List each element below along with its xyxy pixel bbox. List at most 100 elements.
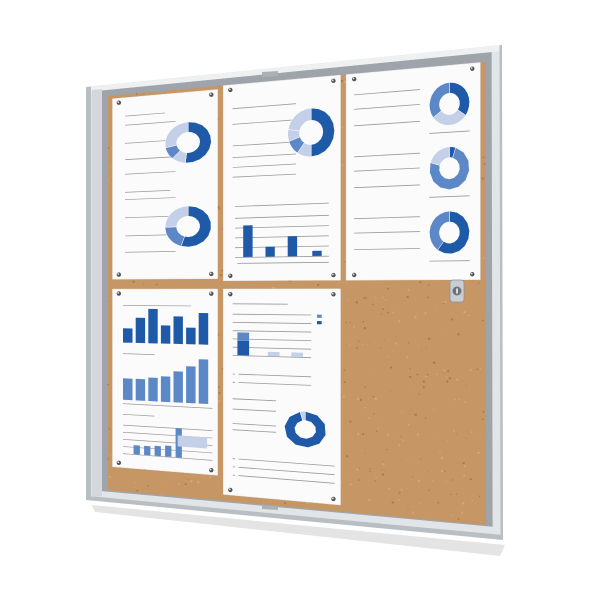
cork-grain xyxy=(425,368,427,370)
cork-grain xyxy=(447,370,450,373)
cork-grain xyxy=(345,322,347,324)
cork-grain xyxy=(420,458,422,460)
cork-grain xyxy=(482,256,485,259)
cork-grain xyxy=(436,373,438,376)
text-line xyxy=(232,153,296,158)
text-line xyxy=(125,234,176,237)
cork-grain xyxy=(110,180,112,182)
cork-grain xyxy=(272,286,275,289)
cork-grain xyxy=(481,177,484,180)
cork-grain xyxy=(187,479,189,481)
cork-grain xyxy=(426,373,429,376)
heading-line xyxy=(123,414,155,417)
cork-grain xyxy=(359,398,362,401)
cork-grain xyxy=(347,299,349,302)
gridline xyxy=(235,225,329,229)
cork-grain xyxy=(218,386,220,388)
cork-grain xyxy=(453,398,456,401)
cork-grain xyxy=(392,350,394,352)
cork-grain xyxy=(160,492,163,494)
cork-grain xyxy=(362,297,365,299)
cork-grain xyxy=(429,310,431,311)
cork-grain xyxy=(412,506,414,508)
donut-segment xyxy=(287,107,312,132)
cork-grain xyxy=(457,518,460,521)
cork-grain xyxy=(136,489,139,492)
cork-grain xyxy=(398,499,401,501)
text-line xyxy=(238,475,335,484)
bullet xyxy=(232,474,235,476)
cork-grain xyxy=(476,283,478,285)
text-line xyxy=(354,89,420,96)
donut-segment xyxy=(429,210,450,251)
cork-grain xyxy=(393,436,395,438)
cork-grain xyxy=(376,417,377,419)
text-line xyxy=(125,121,176,126)
text-line xyxy=(232,429,276,433)
cork-grain xyxy=(132,280,135,283)
cork-grain xyxy=(372,395,375,398)
floor-shadow xyxy=(92,505,505,556)
cork-grain xyxy=(190,480,193,483)
cork-grain xyxy=(448,377,452,380)
text-line xyxy=(354,248,420,250)
bar xyxy=(287,236,298,257)
text-line xyxy=(354,216,420,220)
cork-grain xyxy=(377,427,380,430)
pin-magnet-highlight xyxy=(209,272,212,275)
cork-grain xyxy=(444,470,446,473)
cork-grain xyxy=(424,312,427,315)
text-line xyxy=(238,373,312,378)
cork-grain xyxy=(388,487,391,490)
gridline xyxy=(235,245,329,249)
cork-grain xyxy=(342,360,344,362)
pin-magnet-highlight xyxy=(209,468,212,471)
axis-labels xyxy=(123,403,213,409)
cork-grain xyxy=(479,433,481,435)
cork-grain xyxy=(381,296,384,299)
donut-segment xyxy=(299,411,306,421)
cork-grain xyxy=(465,384,467,386)
cork-grain xyxy=(209,476,212,479)
cork-grain xyxy=(346,432,348,434)
donut-segment xyxy=(429,146,450,166)
cork-grain xyxy=(386,433,389,436)
cork-grain xyxy=(343,80,346,83)
text-line xyxy=(125,171,176,175)
cork-grain xyxy=(384,470,386,472)
cork-grain xyxy=(427,284,430,286)
bar xyxy=(186,366,196,404)
cork-grain xyxy=(373,371,375,373)
cork-grain xyxy=(482,418,484,421)
cork-grain xyxy=(419,281,422,284)
cork-grain xyxy=(404,302,406,304)
gridline xyxy=(232,313,312,316)
cork-grain xyxy=(358,467,361,469)
cork-grain xyxy=(451,318,454,321)
cork-grain xyxy=(347,339,349,341)
cork-grain xyxy=(368,417,370,419)
cork-grain xyxy=(361,343,364,346)
cork-grain xyxy=(407,342,410,344)
cork-grain xyxy=(348,477,350,479)
cork-grain xyxy=(398,320,401,323)
cork-grain xyxy=(433,361,436,364)
cork-grain xyxy=(398,491,401,494)
cork-grain xyxy=(464,401,467,404)
cork-grain xyxy=(391,501,394,504)
heading-line xyxy=(232,303,288,305)
cork-grain xyxy=(218,392,221,395)
pin-magnet-highlight xyxy=(331,292,334,295)
cork-grain xyxy=(394,319,396,321)
cork-grain xyxy=(146,484,149,487)
cork-grain xyxy=(463,465,466,467)
cork-grain xyxy=(135,93,138,95)
cork-grain xyxy=(219,121,220,123)
posters xyxy=(112,62,481,506)
cork-grain xyxy=(369,480,371,482)
cork-grain xyxy=(457,333,460,336)
cork-grain xyxy=(456,433,458,435)
bullet xyxy=(232,373,235,375)
pin-magnet-highlight xyxy=(117,101,120,104)
cork-grain xyxy=(387,287,390,290)
